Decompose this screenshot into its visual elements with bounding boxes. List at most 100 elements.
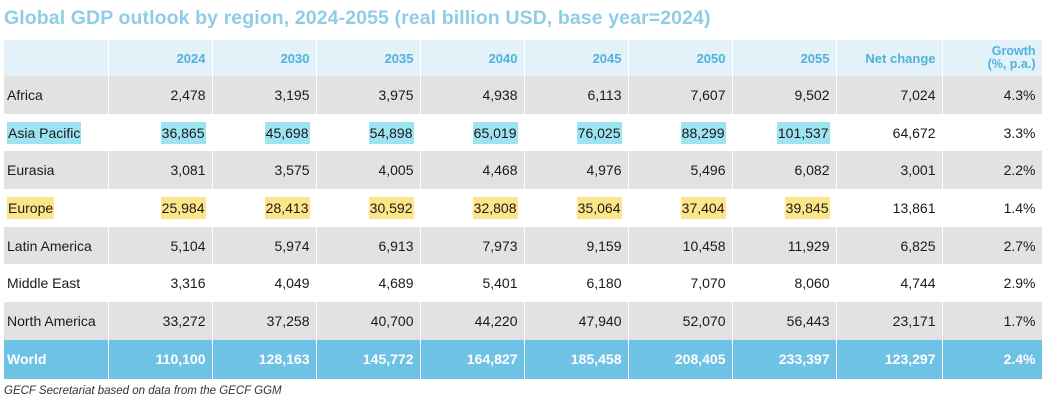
value-label: 3,316 xyxy=(170,275,206,292)
value-cell: 164,827 xyxy=(420,339,525,379)
net-change-cell: 23,171 xyxy=(836,302,943,340)
growth-cell: 2.4% xyxy=(942,339,1043,379)
region-cell: Middle East xyxy=(4,264,109,303)
value-cell: 4,005 xyxy=(316,151,421,190)
header-cell-year: 2050 xyxy=(628,40,733,76)
value-cell: 88,299 xyxy=(628,113,733,152)
table-row: Africa 2,478 3,195 3,975 4,938 6,113 7,607 9,50… xyxy=(4,76,1043,114)
value-label: 54,898 xyxy=(368,121,414,144)
value-cell: 35,064 xyxy=(524,189,629,227)
value-label: 4,689 xyxy=(378,275,414,292)
value-cell: 3,195 xyxy=(212,76,317,114)
table-row: Latin America 5,104 5,974 6,913 7,973 9,159 10… xyxy=(4,226,1043,265)
value-label: 65,019 xyxy=(472,121,518,144)
value-label: 4,049 xyxy=(274,275,310,292)
value-label: 9,159 xyxy=(586,237,622,254)
value-label: 3,081 xyxy=(170,162,206,179)
value-cell: 4,689 xyxy=(316,264,421,303)
value-label: 8,060 xyxy=(794,275,830,292)
growth-header-line2: (%, p.a.) xyxy=(987,57,1036,71)
value-label: 5,496 xyxy=(690,162,726,179)
value-cell: 39,845 xyxy=(732,189,837,227)
value-label: 45,698 xyxy=(264,121,310,144)
header-cell-region xyxy=(4,40,109,76)
value-cell: 3,081 xyxy=(108,151,213,190)
value-cell: 76,025 xyxy=(524,113,629,152)
value-label: 47,940 xyxy=(578,312,622,329)
value-cell: 47,940 xyxy=(524,302,629,340)
value-cell: 3,316 xyxy=(108,264,213,303)
value-cell: 11,929 xyxy=(732,226,837,265)
table-row: Asia Pacific 36,865 45,698 54,898 65,019 76,0… xyxy=(4,113,1043,152)
value-cell: 233,397 xyxy=(732,339,837,379)
value-cell: 9,159 xyxy=(524,226,629,265)
value-cell: 5,974 xyxy=(212,226,317,265)
value-cell: 56,443 xyxy=(732,302,837,340)
value-label: 3,195 xyxy=(274,86,310,103)
value-label: 7,973 xyxy=(482,237,518,254)
region-cell: Africa xyxy=(4,76,109,114)
value-label: 4,468 xyxy=(482,162,518,179)
table-row: Eurasia 3,081 3,575 4,005 4,468 4,976 5,496 6,0… xyxy=(4,151,1043,190)
value-cell: 40,700 xyxy=(316,302,421,340)
region-cell: Asia Pacific xyxy=(4,113,109,152)
header-cell-net-change: Net change xyxy=(836,40,943,76)
value-label: 6,180 xyxy=(586,275,622,292)
table-body: Africa 2,478 3,195 3,975 4,938 6,113 7,607 9,50… xyxy=(4,76,1043,379)
value-cell: 7,607 xyxy=(628,76,733,114)
growth-cell: 2.2% xyxy=(942,151,1043,190)
value-label: 28,413 xyxy=(264,196,310,219)
value-label: 3,575 xyxy=(274,162,310,179)
table-row: Middle East 3,316 4,049 4,689 5,401 6,180 7,07… xyxy=(4,264,1043,303)
net-change-cell: 3,001 xyxy=(836,151,943,190)
region-label: Middle East xyxy=(7,275,81,292)
value-cell: 4,468 xyxy=(420,151,525,190)
value-label: 6,082 xyxy=(794,162,830,179)
value-cell: 37,404 xyxy=(628,189,733,227)
value-cell: 6,082 xyxy=(732,151,837,190)
value-cell: 7,973 xyxy=(420,226,525,265)
value-cell: 25,984 xyxy=(108,189,213,227)
value-cell: 145,772 xyxy=(316,339,421,379)
value-cell: 5,104 xyxy=(108,226,213,265)
value-cell: 33,272 xyxy=(108,302,213,340)
value-label: 4,938 xyxy=(482,86,518,103)
net-change-cell: 13,861 xyxy=(836,189,943,227)
value-label: 2,478 xyxy=(170,86,206,103)
value-cell: 8,060 xyxy=(732,264,837,303)
value-cell: 52,070 xyxy=(628,302,733,340)
value-cell: 128,163 xyxy=(212,339,317,379)
header-cell-year: 2035 xyxy=(316,40,421,76)
value-label: 40,700 xyxy=(370,312,414,329)
value-label: 36,865 xyxy=(160,121,206,144)
value-cell: 30,592 xyxy=(316,189,421,227)
value-label: 32,808 xyxy=(472,196,518,219)
value-label: 33,272 xyxy=(162,312,206,329)
value-label: 76,025 xyxy=(576,121,622,144)
value-cell: 10,458 xyxy=(628,226,733,265)
region-label: Africa xyxy=(7,86,43,103)
region-label: Europe xyxy=(7,196,55,219)
value-cell: 7,070 xyxy=(628,264,733,303)
gdp-table: 2024 2030 2035 2040 2045 2050 2055 Net c… xyxy=(4,40,1043,379)
value-label: 35,064 xyxy=(576,196,622,219)
value-label: 37,258 xyxy=(266,312,310,329)
value-cell: 36,865 xyxy=(108,113,213,152)
value-label: 101,537 xyxy=(776,121,830,144)
growth-cell: 3.3% xyxy=(942,113,1043,152)
growth-cell: 4.3% xyxy=(942,76,1043,114)
net-change-cell: 7,024 xyxy=(836,76,943,114)
region-label: Latin America xyxy=(7,237,92,254)
value-cell: 45,698 xyxy=(212,113,317,152)
value-label: 39,845 xyxy=(784,196,830,219)
region-cell: Europe xyxy=(4,189,109,227)
region-cell: Eurasia xyxy=(4,151,109,190)
chart-title: Global GDP outlook by region, 2024-2055 … xyxy=(4,7,711,29)
growth-cell: 2.9% xyxy=(942,264,1043,303)
value-label: 7,070 xyxy=(690,275,726,292)
net-change-cell: 123,297 xyxy=(836,339,943,379)
value-label: 37,404 xyxy=(680,196,726,219)
value-label: 4,976 xyxy=(586,162,622,179)
value-cell: 6,113 xyxy=(524,76,629,114)
net-change-cell: 64,672 xyxy=(836,113,943,152)
